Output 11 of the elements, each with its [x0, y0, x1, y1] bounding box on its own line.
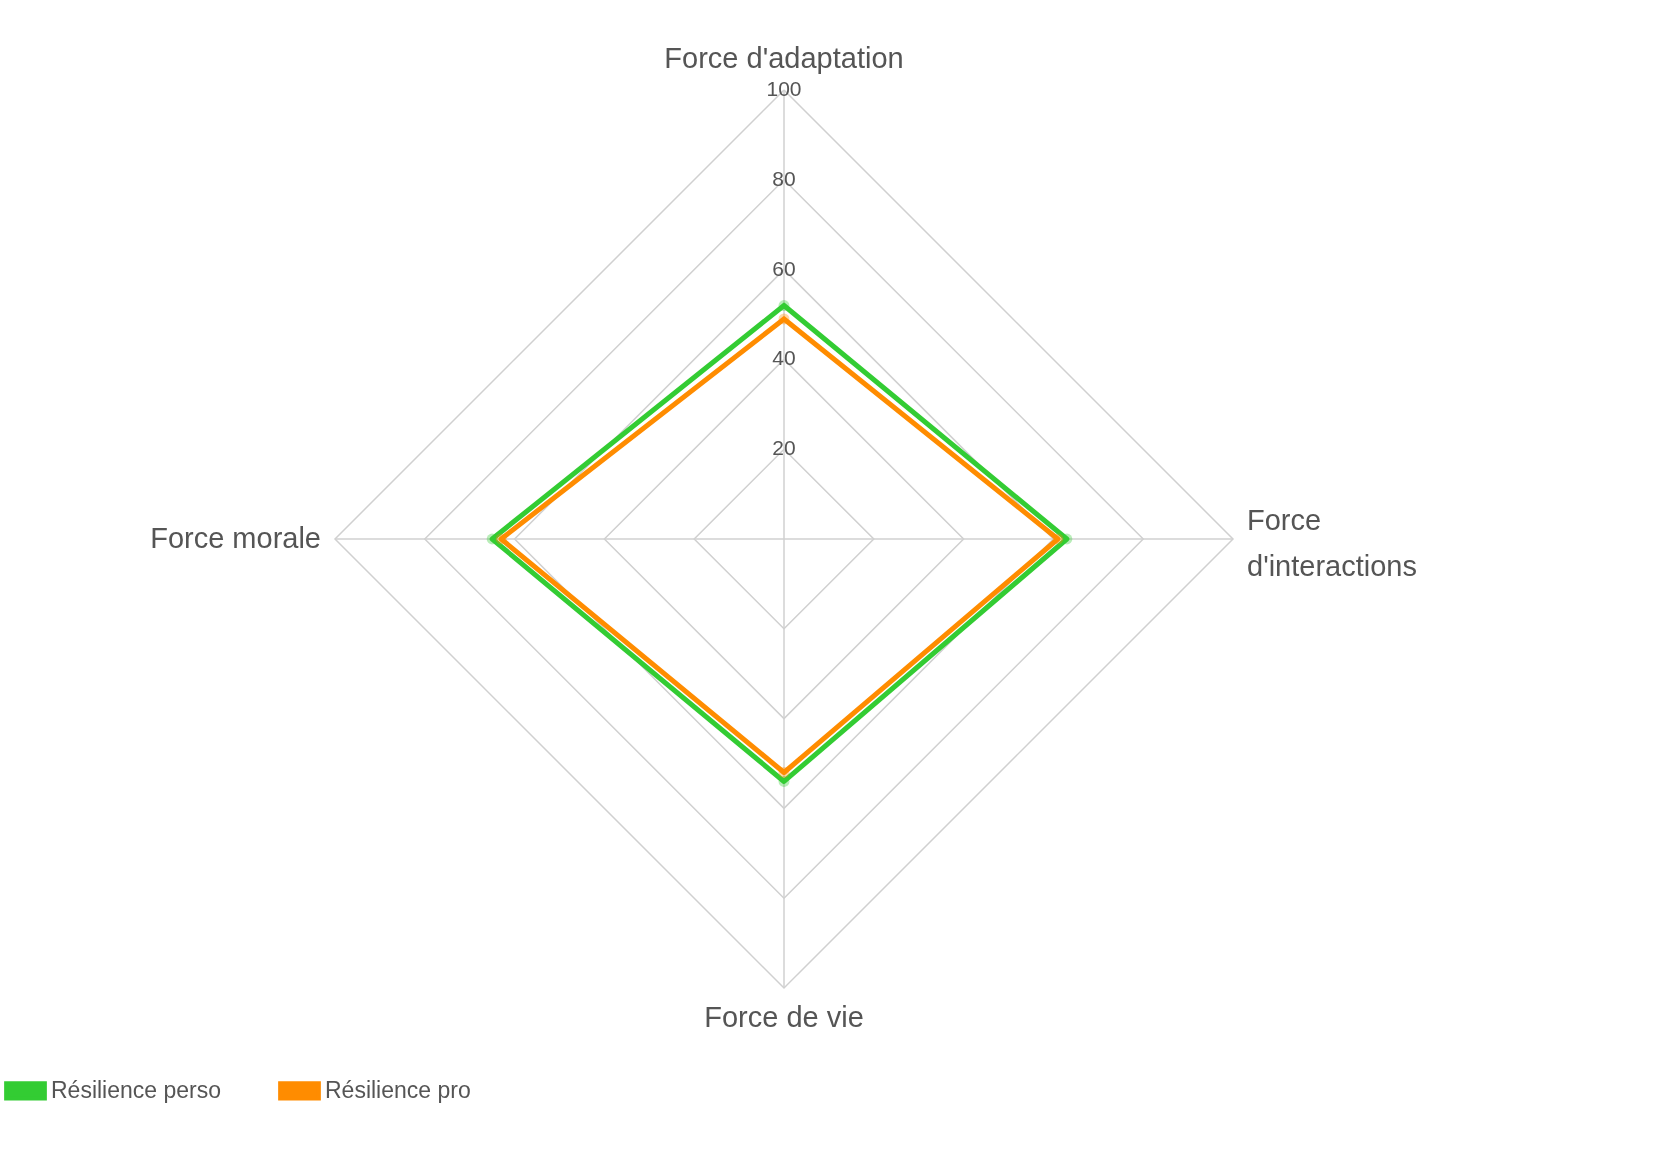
y-tick-label: 40 [772, 346, 796, 370]
spoke-label: Force d'interactions [1247, 504, 1417, 582]
spoke-label: Force de vie [704, 1001, 864, 1033]
y-tick-label: 20 [772, 436, 796, 460]
y-tick-label: 100 [766, 77, 802, 100]
spoke-label: Force d'adaptation [664, 42, 904, 74]
spoke-label: Force morale [150, 522, 321, 554]
y-tick-label: 80 [772, 166, 796, 190]
y-tick-label: 60 [772, 256, 796, 280]
legend-label: Résilience perso [51, 1076, 222, 1103]
legend-label: Résilience pro [325, 1076, 471, 1103]
